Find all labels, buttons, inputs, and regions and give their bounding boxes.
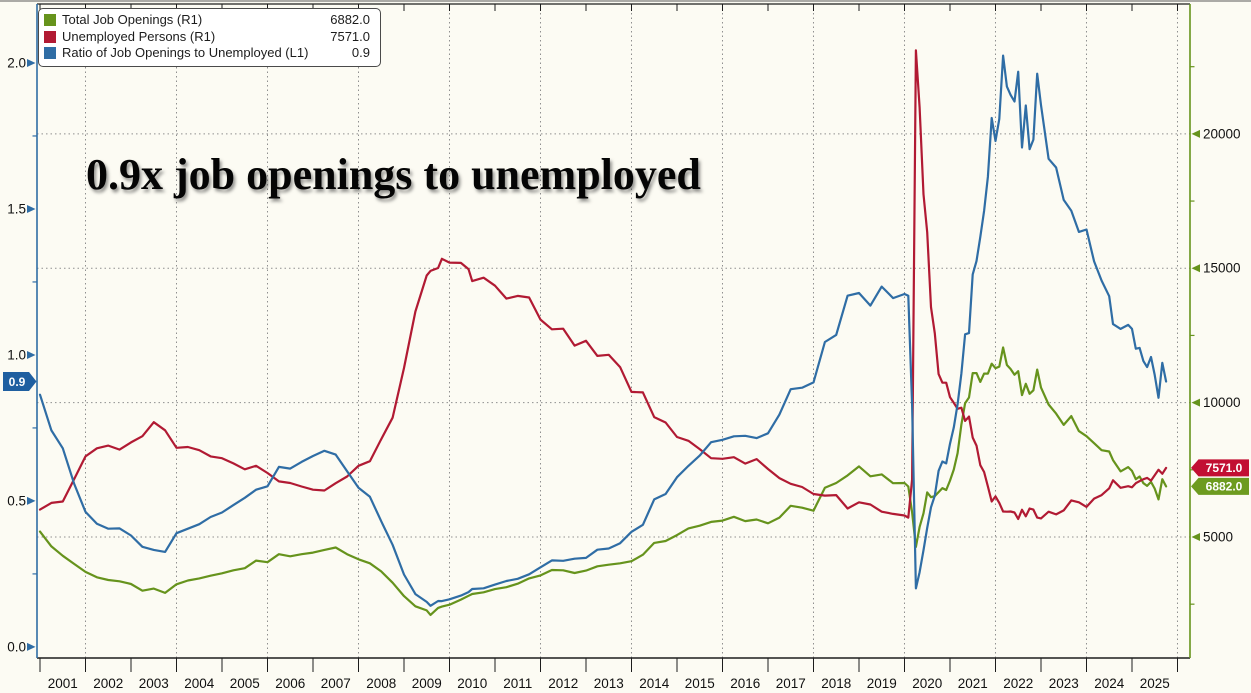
legend-value-job-openings: 6882.0: [330, 12, 370, 27]
right-axis-badge-openings-text: 6882.0: [1206, 480, 1243, 494]
x-axis-year-label: 2003: [139, 676, 169, 691]
x-axis-year-label: 2008: [366, 676, 396, 691]
legend-swatch-unemployed: [44, 30, 56, 43]
left-tick-arrow-icon: [27, 350, 36, 359]
left-tick-arrow-icon: [27, 204, 36, 213]
left-axis-tick-label: 0.0: [7, 639, 26, 654]
left-axis-tick-label: 1.0: [7, 347, 26, 362]
x-axis-year-label: 2020: [912, 676, 942, 691]
right-tick-arrow-icon: [1191, 264, 1200, 273]
left-tick-arrow-icon: [27, 496, 36, 505]
legend: Total Job Openings (R1) 6882.0 Unemploye…: [38, 8, 381, 67]
legend-item-unemployed[interactable]: Unemployed Persons (R1) 7571.0: [44, 29, 370, 46]
right-axis-tick-label: 20000: [1203, 126, 1241, 141]
x-axis-year-label: 2025: [1140, 676, 1170, 691]
right-axis-badge-unemployed-text: 7571.0: [1206, 461, 1243, 475]
right-axis-tick-label: 10000: [1203, 395, 1241, 410]
x-axis-year-label: 2010: [457, 676, 487, 691]
right-axis-tick-label: 5000: [1203, 529, 1233, 544]
left-axis-tick-label: 1.5: [7, 201, 26, 216]
legend-swatch-ratio: [44, 47, 56, 60]
right-tick-arrow-icon: [1191, 532, 1200, 541]
x-axis-year-label: 2018: [821, 676, 851, 691]
legend-value-ratio: 0.9: [351, 45, 370, 60]
x-axis-year-label: 2023: [1049, 676, 1079, 691]
x-axis-year-label: 2013: [594, 676, 624, 691]
x-axis-year-label: 2005: [230, 676, 260, 691]
left-axis-badge-ratio: [3, 372, 37, 392]
annotation-title: 0.9x job openings to unemployed: [86, 150, 701, 199]
x-axis-year-label: 2022: [1003, 676, 1033, 691]
left-axis-tick-label: 0.5: [7, 493, 26, 508]
x-axis-year-label: 2017: [776, 676, 806, 691]
left-tick-arrow-icon: [27, 58, 36, 67]
x-axis-year-label: 2019: [867, 676, 897, 691]
x-axis-year-label: 2012: [548, 676, 578, 691]
x-axis-year-label: 2011: [503, 676, 532, 691]
legend-value-unemployed: 7571.0: [330, 28, 370, 44]
x-axis-year-label: 2021: [958, 676, 988, 691]
right-tick-arrow-icon: [1191, 398, 1200, 407]
series-job-openings-line: [38, 346, 1168, 616]
x-axis-year-label: 2014: [639, 676, 670, 691]
x-axis-year-label: 2004: [184, 676, 215, 691]
left-axis-tick-label: 2.0: [7, 55, 26, 70]
right-axis-tick-label: 15000: [1203, 261, 1241, 276]
right-tick-arrow-icon: [1191, 129, 1200, 138]
x-axis-year-label: 2015: [685, 676, 715, 691]
legend-swatch-job-openings: [44, 14, 56, 27]
right-axis-badge-openings: [1191, 477, 1249, 495]
x-axis-year-label: 2024: [1094, 676, 1125, 691]
x-axis-year-label: 2001: [48, 676, 78, 691]
series-unemployed-line: [38, 49, 1168, 521]
left-axis-badge-ratio-text: 0.9: [9, 375, 26, 389]
left-tick-arrow-icon: [27, 642, 36, 651]
x-axis-year-label: 2002: [93, 676, 123, 691]
legend-label-job-openings: Total Job Openings (R1): [62, 12, 203, 27]
legend-label-ratio: Ratio of Job Openings to Unemployed (L1): [62, 45, 309, 60]
x-axis-year-label: 2009: [412, 676, 442, 691]
legend-item-job-openings[interactable]: Total Job Openings (R1) 6882.0: [44, 12, 370, 29]
legend-item-ratio[interactable]: Ratio of Job Openings to Unemployed (L1)…: [44, 45, 370, 62]
x-axis-year-label: 2006: [275, 676, 305, 691]
x-axis-year-label: 2016: [730, 676, 760, 691]
series-ratio-line: [38, 54, 1168, 607]
right-axis-badge-unemployed: [1191, 459, 1249, 477]
legend-label-unemployed: Unemployed Persons (R1): [62, 28, 216, 44]
x-axis-year-label: 2007: [321, 676, 351, 691]
